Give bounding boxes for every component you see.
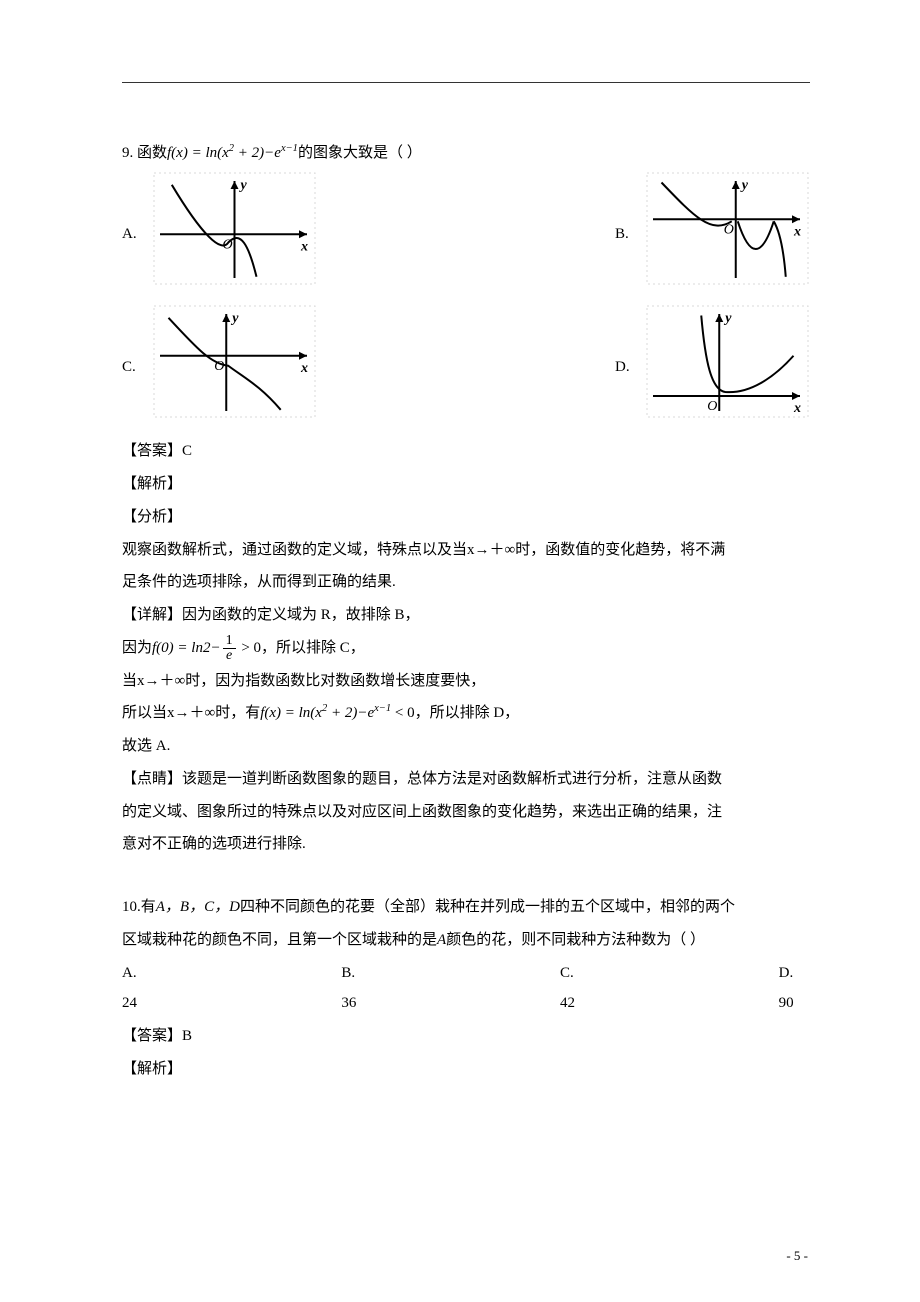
q10-stem-l1a: 10.有 — [122, 899, 156, 915]
q9-func-a: f(x) = ln(x — [167, 145, 229, 161]
q9-label-d: D. — [615, 352, 645, 383]
header-rule — [122, 82, 810, 83]
q9-dang: 当x→＋∞时，因为指数函数比对数函数增长速度要快， — [122, 666, 810, 697]
content: 9. 函数f(x) = ln(x2 + 2)−ex−1的图象大致是（ ） A. … — [122, 78, 810, 1085]
q9-fenxi-p1: 观察函数解析式，通过函数的定义域，特殊点以及当x→＋∞时，函数值的变化趋势，将不… — [122, 535, 810, 566]
q9-suoyi-suffix: < 0，所以排除 D， — [391, 705, 519, 721]
q9-choice-row-2: C. Ox y D. Ox y — [122, 304, 810, 431]
q10-stem-l2: 区域栽种花的颜色不同，且第一个区域栽种的是A颜色的花，则不同栽种方法种数为（ ） — [122, 925, 810, 956]
q9-suoyi-prefix: 所以当x→＋∞时，有 — [122, 705, 260, 721]
q9-answer: 【答案】C — [122, 436, 810, 467]
q9-dianjing-l1: 【点睛】该题是一道判断函数图象的题目，总体方法是对函数解析式进行分析，注意从函数 — [122, 764, 810, 795]
q10-stem-l1: 10.有A，B，C，D四种不同颜色的花要（全部）栽种在并列成一排的五个区域中，相… — [122, 892, 810, 923]
q9-graph-d: Ox y — [645, 304, 810, 431]
q9-graph-c: Oxy — [152, 304, 317, 431]
q9-label-b: B. — [615, 219, 645, 250]
q9-graph-a: Oxy — [152, 171, 317, 298]
q9-stem-suffix: 的图象大致是（ ） — [298, 145, 422, 161]
q9-stem: 9. 函数f(x) = ln(x2 + 2)−ex−1的图象大致是（ ） — [122, 138, 810, 169]
q9-frac: 1e — [223, 634, 236, 663]
q9-dianjing-l2: 的定义域、图象所过的特殊点以及对应区间上函数图象的变化趋势，来选出正确的结果，注 — [122, 797, 810, 828]
q9-frac-num: 1 — [223, 634, 236, 649]
svg-text:y: y — [740, 178, 749, 193]
svg-text:x: x — [300, 360, 308, 375]
q10-stem-l2a: 区域栽种花的颜色不同，且第一个区域栽种的是 — [122, 932, 437, 948]
q10-jiexi: 【解析】 — [122, 1054, 810, 1085]
svg-text:x: x — [793, 224, 801, 239]
gap — [153, 958, 341, 1020]
q9-suoyi-func: f(x) = ln(x — [260, 705, 322, 721]
q9-func-sup2: x−1 — [281, 143, 298, 154]
q9-stem-prefix: 9. 函数 — [122, 145, 167, 161]
q9-fenxi-p2: 足条件的选项排除，从而得到正确的结果. — [122, 567, 810, 598]
q9-suoyi-mid: + 2)−e — [327, 705, 374, 721]
q9-suoyi-line: 所以当x→＋∞时，有f(x) = ln(x2 + 2)−ex−1 < 0，所以排… — [122, 698, 810, 729]
q10-optA: A. 24 — [122, 958, 153, 1020]
q9-jiexi: 【解析】 — [122, 469, 810, 500]
q9-func-mid: + 2)−e — [234, 145, 281, 161]
svg-text:x: x — [300, 239, 308, 254]
q9-xiangjie: 【详解】因为函数的定义域为 R，故排除 B， — [122, 600, 810, 631]
q9-dianjing-l3: 意对不正确的选项进行排除. — [122, 829, 810, 860]
gap — [591, 958, 779, 1020]
gap — [122, 862, 810, 890]
q9-f0-line: 因为f(0) = ln2−1e > 0，所以排除 C， — [122, 633, 810, 664]
q9-suoyi-sup2: x−1 — [374, 703, 391, 714]
gap — [372, 958, 560, 1020]
q9-graph-b: Oxy — [645, 171, 810, 298]
q9-choice-row-1: A. Oxy B. Oxy — [122, 171, 810, 298]
q10-stem-l1b: 四种不同颜色的花要（全部）栽种在并列成一排的五个区域中，相邻的两个 — [240, 899, 735, 915]
q10-optD: D. 90 — [779, 958, 810, 1020]
q10-abcd: A，B，C，D — [156, 899, 240, 915]
q10-stem-l2b: 颜色的花，则不同栽种方法种数为（ ） — [446, 932, 705, 948]
q9-fenxi: 【分析】 — [122, 502, 810, 533]
q10-A: A — [437, 932, 446, 948]
q9-label-c: C. — [122, 352, 152, 383]
q9-yinwei: 因为 — [122, 640, 152, 656]
page-number: - 5 - — [786, 1243, 808, 1270]
svg-text:x: x — [793, 401, 801, 416]
q9-frac-den: e — [223, 649, 236, 663]
q9-f0-lhs: f(0) = ln2− — [152, 640, 221, 656]
q9-guxuan: 故选 A. — [122, 731, 810, 762]
q10-optB: B. 36 — [341, 958, 372, 1020]
q10-options: A. 24 B. 36 C. 42 D. 90 — [122, 958, 810, 1020]
q9-label-a: A. — [122, 219, 152, 250]
svg-text:y: y — [230, 311, 239, 326]
q10-optC: C. 42 — [560, 958, 591, 1020]
q10-answer: 【答案】B — [122, 1021, 810, 1052]
svg-text:y: y — [723, 311, 732, 326]
q9-f0-rhs: > 0，所以排除 C， — [238, 640, 365, 656]
page: 9. 函数f(x) = ln(x2 + 2)−ex−1的图象大致是（ ） A. … — [0, 0, 920, 1302]
svg-text:O: O — [707, 399, 717, 414]
svg-text:y: y — [239, 178, 248, 193]
